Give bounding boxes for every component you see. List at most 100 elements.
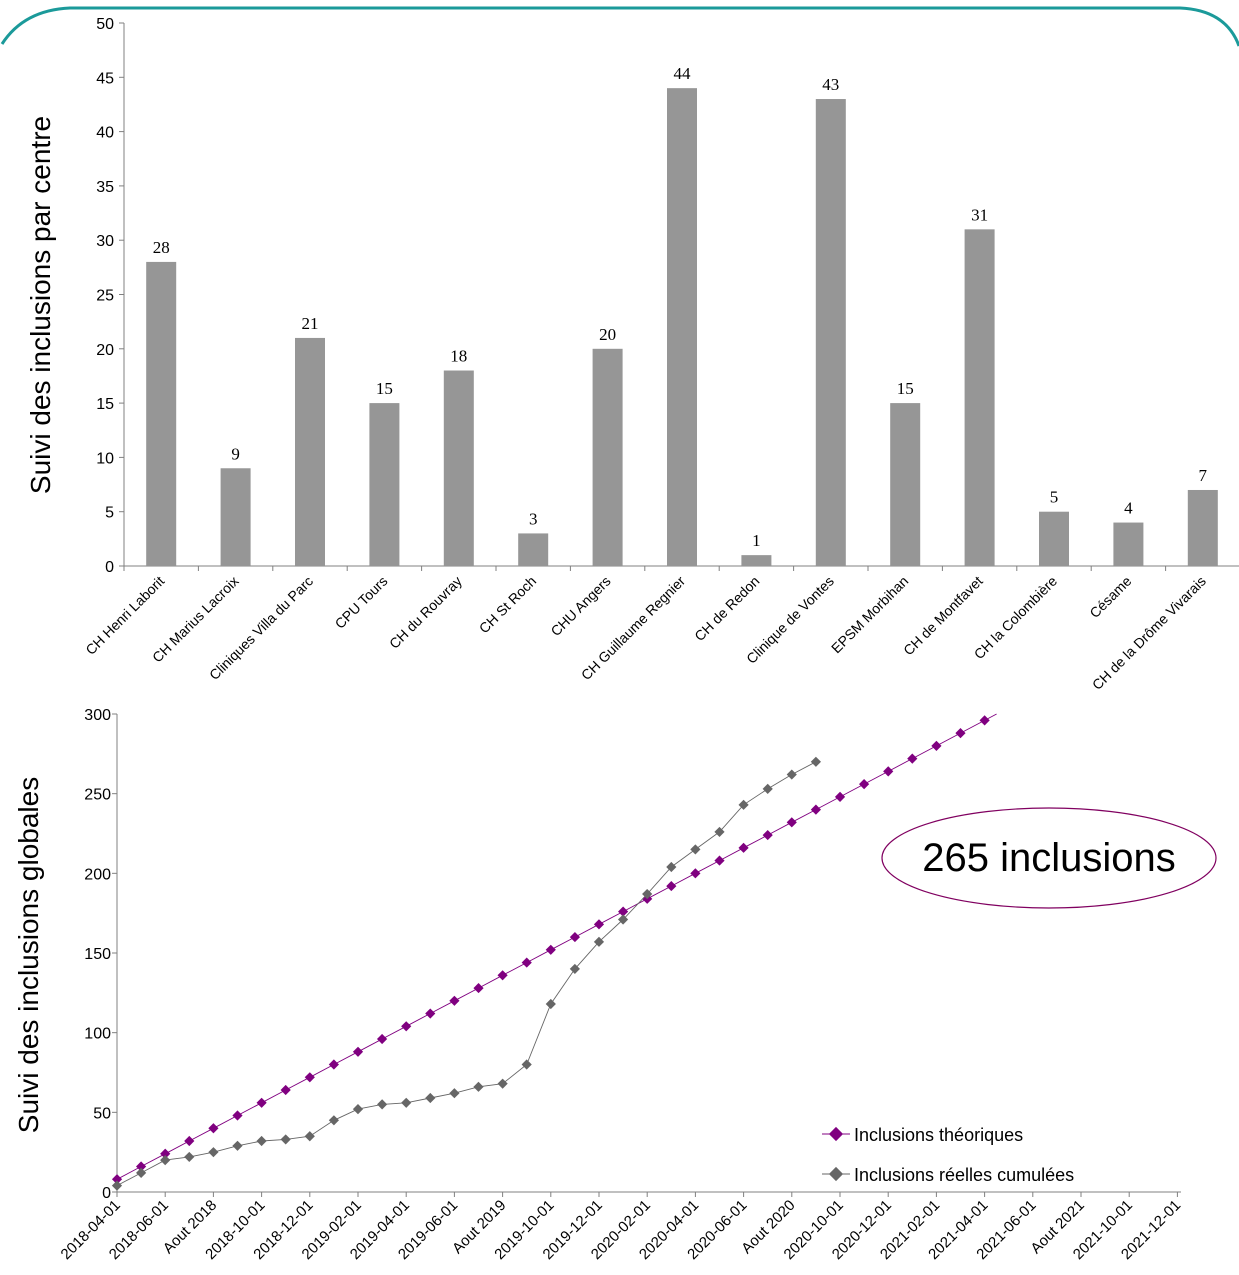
series-marker-actual [714,826,725,837]
bar-5 [443,370,474,566]
series-marker-theoretical [521,957,532,968]
series-marker-theoretical [714,855,725,866]
line-chart-y-tick-label: 100 [84,1026,111,1043]
bar-4 [369,403,400,566]
series-marker-actual [738,799,749,810]
series-marker-theoretical [545,944,556,955]
series-marker-actual [280,1134,291,1145]
line-chart-y-tick-label: 250 [84,787,111,804]
bar-chart-y-tick-label: 15 [96,396,114,413]
series-marker-actual [352,1104,364,1115]
bar-11 [890,403,921,566]
series-marker-actual [401,1097,412,1108]
bar-chart-y-tick-label: 40 [96,125,114,142]
bar-data-label: 15 [376,379,393,398]
series-marker-theoretical [979,715,990,726]
series-line-theoretical [116,713,997,1180]
series-marker-actual [256,1135,267,1147]
series-marker-theoretical [376,1033,388,1045]
line-chart-y-tick-label: 300 [84,707,111,724]
bar-chart-y-tick-label: 50 [96,16,114,33]
bar-data-label: 31 [971,205,988,224]
bar-data-label: 43 [822,75,839,94]
series-marker-theoretical [304,1072,315,1083]
line-chart-y-tick-label: 0 [102,1185,111,1202]
series-marker-theoretical [256,1097,267,1108]
bar-data-label: 7 [1199,466,1208,485]
bar-category-label: CH de Redon [691,573,762,644]
series-marker-actual [762,783,773,794]
series-marker-actual [304,1131,315,1142]
series-marker-actual [545,998,556,1010]
series-line-actual [116,761,817,1186]
series-marker-theoretical [786,817,797,828]
bar-category-label: CHU Angers [547,573,613,639]
line-chart-axes [116,714,1181,1193]
series-marker-theoretical [473,982,484,994]
series-marker-theoretical [907,753,918,764]
bar-category-label: EPSM Morbihan [828,573,911,656]
bar-chart-y-tick-label: 35 [96,179,114,196]
series-marker-actual [449,1088,460,1099]
line-chart-y-tick-label: 50 [93,1105,111,1122]
line-chart: Suivi des inclusions globales 0 50 100 150 2… [13,707,1217,1263]
line-chart-y-tick-label: 200 [84,866,111,883]
bar-6 [518,533,549,566]
series-marker-actual [521,1059,532,1070]
bar-chart-y-tick-label: 20 [96,342,114,359]
bar-chart-y-tick-label: 45 [96,70,114,87]
series-marker-actual [232,1140,243,1151]
bar-10 [815,99,846,567]
series-marker-actual [160,1155,171,1166]
series-marker-theoretical [618,906,629,917]
legend-marker-actual [828,1166,844,1182]
bar-chart: Suivi des inclusions par centre 05101520… [25,16,1239,693]
series-marker-actual [786,769,797,780]
series-marker-actual [473,1081,484,1092]
series-marker-actual [569,963,580,975]
bar-9 [741,555,772,566]
bar-category-label: CH du Rouvray [386,573,465,652]
series-marker-theoretical [883,766,894,777]
bar-1 [146,261,177,566]
series-marker-actual [617,914,629,925]
bar-7 [592,348,623,566]
series-marker-actual [184,1151,195,1163]
series-marker-theoretical [810,804,821,815]
line-chart-legend: Inclusions théoriques Inclusions réelles… [822,1125,1074,1185]
bar-chart-y-tick-label: 5 [105,505,114,522]
series-marker-actual [642,888,653,900]
bar-12 [964,229,995,566]
bar-data-label: 44 [674,64,692,83]
annotation-ellipse [881,807,1217,909]
bar-data-label: 28 [153,238,170,257]
bar-category-label: CH la Colombière [971,573,1061,663]
bar-data-label: 20 [599,325,616,344]
series-marker-theoretical [666,880,677,892]
legend-label-theoretical: Inclusions théoriques [854,1125,1023,1145]
bar-data-label: 9 [231,444,240,463]
slide-frame-arc [0,6,1239,47]
bar-category-label: CH de Montfavet [900,573,986,659]
bar-category-label: Césame [1086,573,1134,621]
bar-data-label: 21 [302,314,319,333]
series-marker-theoretical [762,830,773,841]
bar-2 [220,468,251,566]
bar-category-label: CH Henri Laborit [82,573,167,658]
series-marker-actual [328,1115,339,1126]
series-marker-theoretical [593,919,605,930]
bar-8 [667,88,697,566]
bar-data-label: 3 [529,509,538,528]
series-marker-theoretical [931,740,942,751]
bar-data-label: 15 [897,379,914,398]
series-marker-theoretical [352,1046,364,1057]
legend-label-actual: Inclusions réelles cumulées [854,1165,1074,1185]
series-marker-theoretical [232,1110,243,1121]
bar-data-label: 1 [752,531,761,550]
bar-3 [295,337,325,566]
bar-chart-y-tick-label: 30 [96,233,114,250]
bar-chart-y-tick-label: 25 [96,288,114,305]
series-marker-theoretical [955,728,966,739]
line-chart-y-tick-label: 150 [84,946,111,963]
